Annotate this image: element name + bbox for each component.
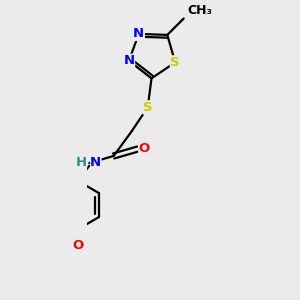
Text: O: O bbox=[72, 239, 83, 252]
Text: N: N bbox=[123, 54, 134, 67]
Text: CH₃: CH₃ bbox=[188, 4, 212, 17]
Text: N: N bbox=[90, 156, 101, 169]
Text: O: O bbox=[139, 142, 150, 155]
Text: S: S bbox=[170, 56, 180, 69]
Text: H: H bbox=[76, 156, 87, 169]
Text: S: S bbox=[143, 101, 153, 114]
Text: N: N bbox=[133, 27, 144, 40]
